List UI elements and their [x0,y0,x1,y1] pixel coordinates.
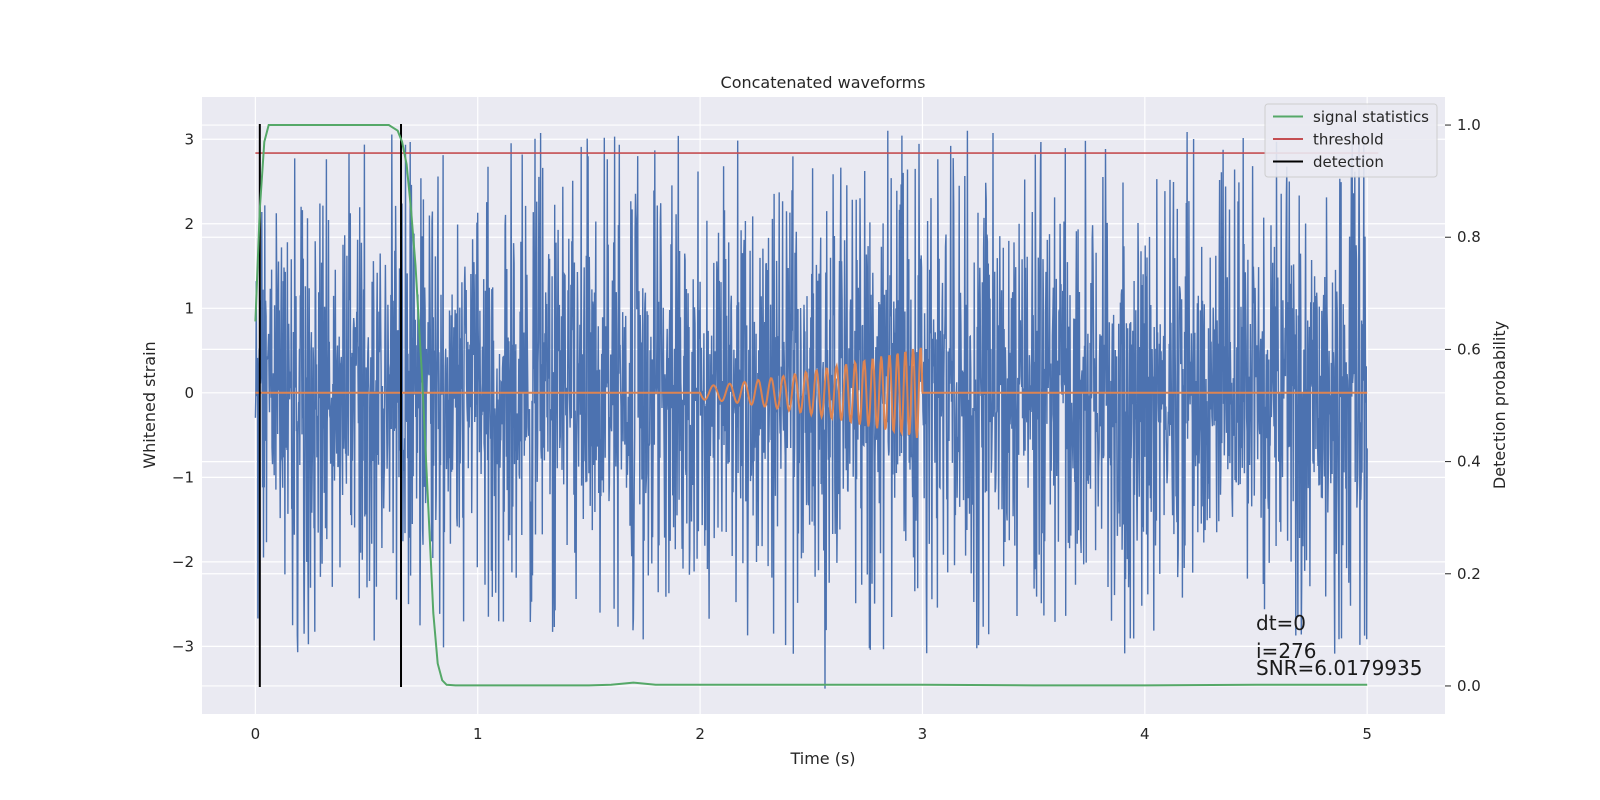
y-tick-label: 2 [184,215,194,233]
y2-tick-label: 0.0 [1457,677,1481,695]
x-tick-label: 5 [1362,725,1372,743]
annotation-index: i=276 [1256,639,1317,663]
chart-title: Concatenated waveforms [721,73,926,92]
y-axis-label: Whitened strain [140,341,159,468]
y2-axis-ticks: 0.0 0.2 0.4 0.6 0.8 1.0 [1445,116,1481,695]
strain-series-line [254,130,1368,689]
y-axis-ticks: −3 −2 −1 0 1 2 3 [172,130,194,655]
y2-tick-label: 0.2 [1457,565,1481,583]
y-tick-label: −1 [172,468,194,486]
y-tick-label: −2 [172,553,194,571]
annotation-snr: SNR=6.0179935 [1256,656,1422,680]
y2-tick-label: 0.6 [1457,340,1481,358]
x-tick-label: 2 [695,725,705,743]
x-axis-label: Time (s) [789,749,855,768]
legend-label-signal-statistics: signal statistics [1313,108,1429,126]
y-tick-label: −3 [172,637,194,655]
y2-axis-label: Detection probability [1490,321,1509,489]
x-tick-label: 1 [473,725,483,743]
x-tick-label: 4 [1140,725,1150,743]
x-tick-label: 3 [918,725,928,743]
y2-tick-label: 1.0 [1457,116,1481,134]
annotation-dt: dt=0 [1256,611,1306,635]
x-axis-ticks: 0 1 2 3 4 5 [251,725,1372,743]
y-tick-label: 3 [184,130,194,148]
y2-tick-label: 0.4 [1457,453,1481,471]
legend: signal statistics threshold detection [1264,103,1438,178]
signal-statistics-line [254,124,1368,687]
y-tick-label: 0 [184,384,194,402]
y2-tick-label: 0.8 [1457,228,1481,246]
legend-label-detection: detection [1313,153,1384,171]
injected-waveform-line [255,347,1368,438]
series-layer [254,124,1379,689]
legend-box [1264,103,1438,178]
legend-label-threshold: threshold [1313,131,1384,149]
y-tick-label: 1 [184,299,194,317]
x-tick-label: 0 [251,725,261,743]
